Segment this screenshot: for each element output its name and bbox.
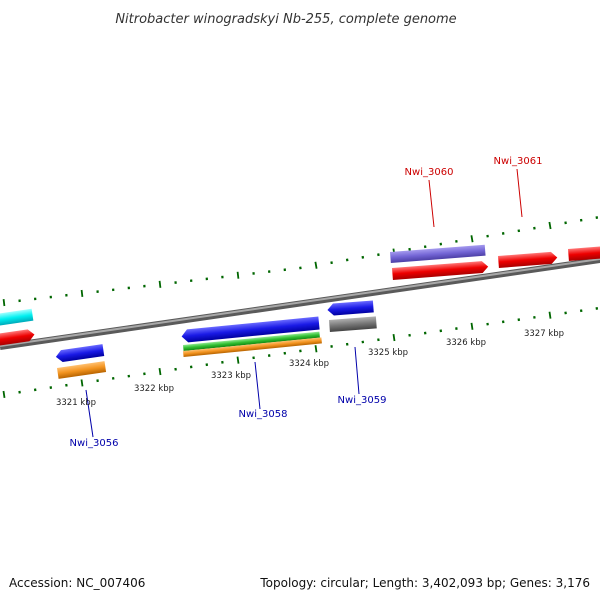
gene-label-nwi-3056[interactable]: Nwi_3056 xyxy=(70,438,119,449)
scale-label-3325: 3325 kbp xyxy=(368,348,408,358)
lower-tick-track-tick-0 xyxy=(2,390,6,399)
gene-label-nwi-3060[interactable]: Nwi_3060 xyxy=(405,167,454,178)
lower-tick-track-tick-25 xyxy=(392,333,396,342)
forward-genes xyxy=(0,244,600,346)
gene-label-leaders xyxy=(85,168,523,438)
genome-summary-text: Topology: circular; Length: 3,402,093 bp… xyxy=(259,576,590,590)
reverse-genes xyxy=(55,300,377,379)
upper-tick-track-tick-5 xyxy=(80,289,84,298)
scale-label-3326: 3326 kbp xyxy=(446,338,486,348)
lower-tick-track-tick-15 xyxy=(236,356,240,364)
scale-label-3322: 3322 kbp xyxy=(134,384,174,394)
scale-labels: 3321 kbp 3322 kbp 3323 kbp 3324 kbp 3325… xyxy=(56,329,564,408)
gene-nwi-3060-red[interactable] xyxy=(392,261,489,280)
lower-tick-track-tick-20 xyxy=(314,345,318,353)
gene-labels: Nwi_3060 Nwi_3061 Nwi_3056 Nwi_3058 Nwi_… xyxy=(70,156,543,449)
gene-red-partial-left[interactable] xyxy=(0,329,35,346)
accession-text: Accession: NC_007406 xyxy=(9,576,145,590)
map-title: Nitrobacter winogradskyi Nb-255, complet… xyxy=(115,12,456,27)
upper-tick-track-tick-0 xyxy=(2,298,6,307)
gene-nwi-3061-red[interactable] xyxy=(498,251,558,268)
upper-tick-track-tick-10 xyxy=(158,280,162,288)
gene-red-partial-right[interactable] xyxy=(568,245,600,261)
gene-label-nwi-3058[interactable]: Nwi_3058 xyxy=(239,409,288,420)
gene-nwi-3060-purple[interactable] xyxy=(390,244,486,263)
scale-label-3323: 3323 kbp xyxy=(211,371,251,381)
gene-nwi-3059-gray[interactable] xyxy=(329,316,377,332)
scale-label-3324: 3324 kbp xyxy=(289,359,329,369)
scale-label-3327: 3327 kbp xyxy=(524,329,564,339)
lower-tick-track-tick-10 xyxy=(158,367,162,376)
gene-nwi-3058-green[interactable] xyxy=(183,331,320,351)
gene-nwi-3056-orange[interactable] xyxy=(57,361,107,379)
lower-tick-track-tick-35 xyxy=(548,311,552,319)
gene-label-nwi-3061[interactable]: Nwi_3061 xyxy=(494,156,543,167)
gene-nwi-3058-blue[interactable] xyxy=(181,316,320,343)
scale-label-3321: 3321 kbp xyxy=(56,398,96,408)
genome-backbone xyxy=(0,257,600,350)
tick-marks xyxy=(2,216,599,399)
gene-label-nwi-3059[interactable]: Nwi_3059 xyxy=(338,395,387,406)
gene-cyan-partial[interactable] xyxy=(0,308,34,326)
upper-tick-track-tick-35 xyxy=(548,221,552,230)
upper-tick-track-tick-15 xyxy=(236,271,240,279)
upper-tick-track-tick-20 xyxy=(314,261,318,269)
lower-tick-track-tick-30 xyxy=(470,322,474,330)
lower-tick-track-tick-5 xyxy=(80,379,84,387)
gene-nwi-3059-blue[interactable] xyxy=(327,300,374,316)
upper-tick-track-tick-30 xyxy=(470,235,474,243)
gene-nwi-3056-blue[interactable] xyxy=(55,344,105,363)
gene-nwi-3058-orange[interactable] xyxy=(183,337,322,357)
